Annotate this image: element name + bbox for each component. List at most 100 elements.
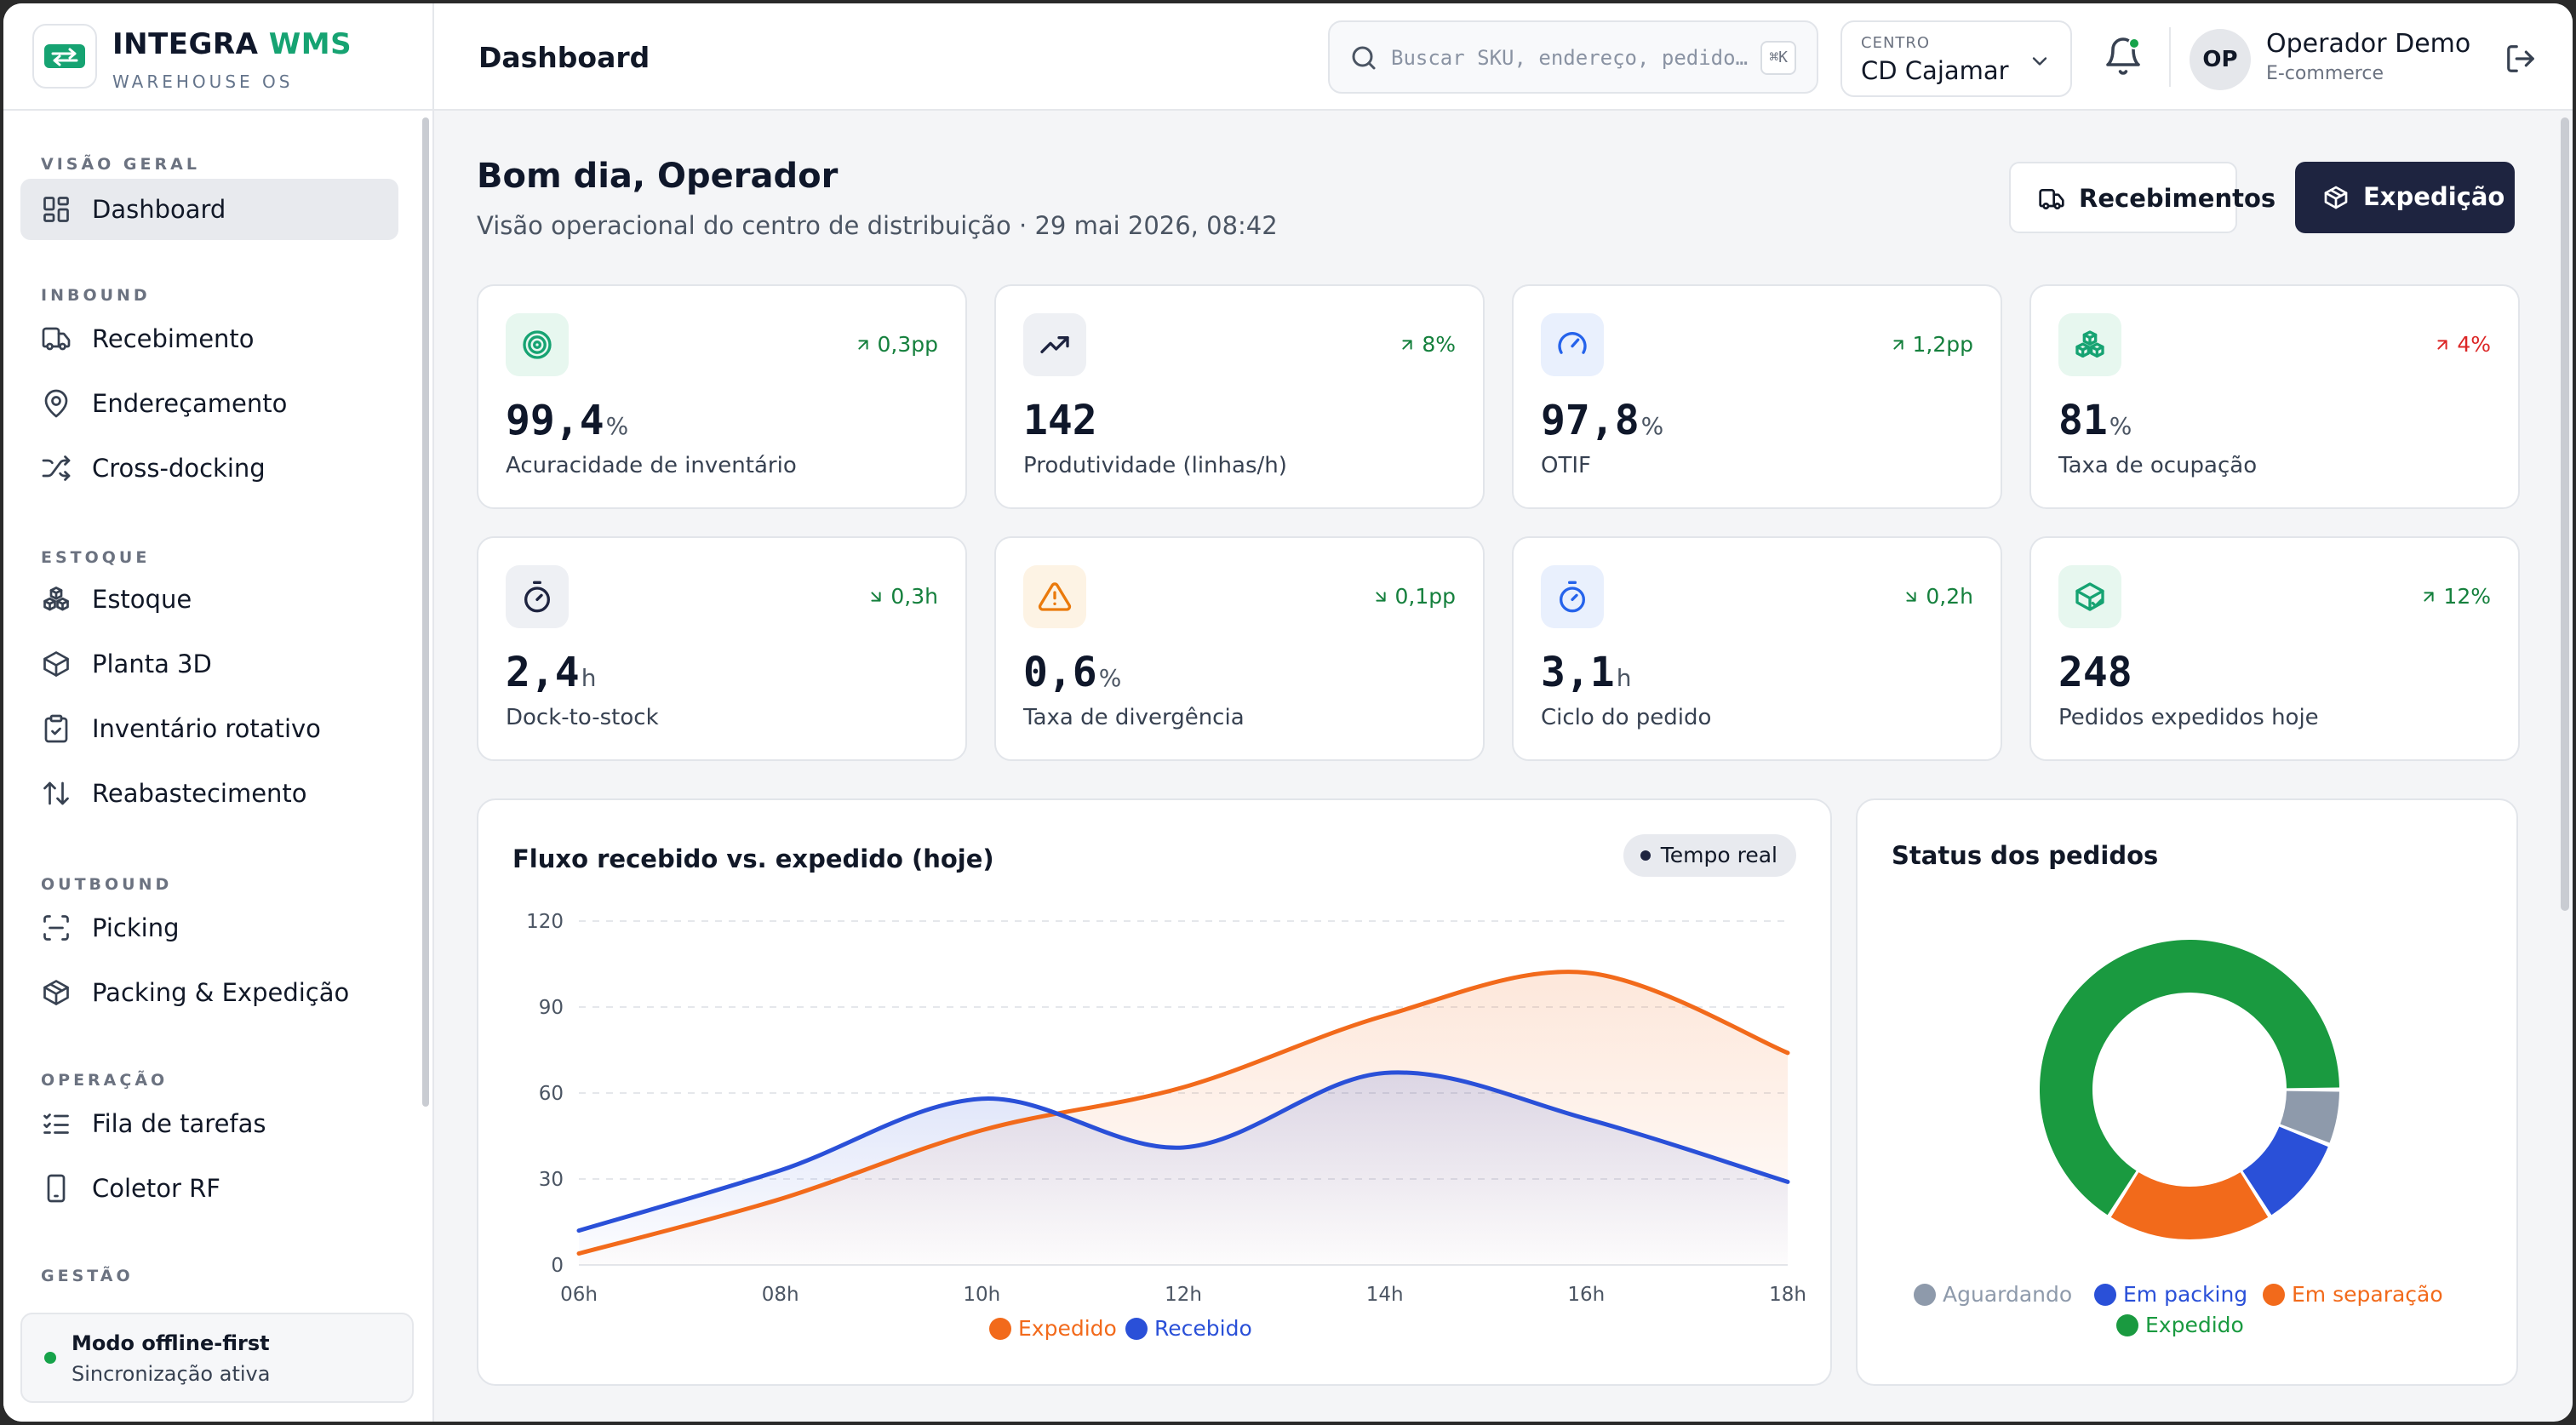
list-checks-icon [41,1108,72,1139]
avatar[interactable]: OP [2190,29,2251,90]
kpi-trend: 8% [1398,332,1456,359]
kpi-card[interactable]: 4% 81% Taxa de ocupação [2029,284,2520,509]
sidebar-item-dashboard[interactable]: Dashboard [20,179,398,240]
header-divider [2169,27,2171,87]
legend-swatch [2263,1283,2285,1306]
donut-slice-aguardando[interactable] [2280,1090,2339,1143]
kpi-card[interactable]: 0,3pp 99,4% Acuracidade de inventário [477,284,967,509]
donut-slice-em-packing[interactable] [2242,1126,2328,1216]
x-tick-label: 18h [1769,1284,1806,1306]
truck-icon [2039,189,2064,209]
sidebar-item-coletor-rf[interactable]: Coletor RF [20,1158,398,1219]
legend-item-expedido[interactable]: Expedido [2116,1313,2244,1337]
y-tick-label: 0 [551,1255,564,1277]
smartphone-icon [41,1173,72,1204]
target-icon [506,313,569,376]
flow-chart: 0 30 60 90 120 06h 08h 10h 12h 14h 16h 18h [526,911,1806,1306]
sidebar-item-cross-docking[interactable]: Cross-docking [20,438,398,499]
bell-icon[interactable] [2103,36,2144,77]
trending-up-icon [1023,313,1086,376]
scan-icon [41,913,72,943]
kpi-trend-value: 0,3pp [877,332,939,357]
legend-item-recebido[interactable]: Recebido [1125,1316,1252,1341]
logout-icon[interactable] [2504,43,2537,75]
kpi-value: 0,6% [1023,649,1121,696]
expedicao-label: Expedição [2363,182,2505,211]
legend-label: Aguardando [1943,1282,2073,1307]
kpi-card[interactable]: 0,2h 3,1h Ciclo do pedido [1512,536,2002,761]
sidebar-item-packing-expedi-o[interactable]: Packing & Expedição [20,962,398,1023]
page-title: Dashboard [478,41,650,74]
sidebar-item-endere-amento[interactable]: Endereçamento [20,373,398,434]
gauge-icon [1541,313,1604,376]
app-window: INTEGRA WMS WAREHOUSE OS VISÃO GERAL Dash… [3,3,2573,1422]
centro-value: CD Cajamar [1861,56,2009,85]
nav-section-title: VISÃO GERAL [41,155,200,174]
legend-item-em-separa-o[interactable]: Em separação [2263,1282,2443,1307]
search-input[interactable]: Buscar SKU, endereço, pedido… ⌘K [1328,20,1818,94]
dashboard-icon [41,194,72,225]
realtime-badge[interactable]: Tempo real [1623,834,1796,877]
legend-swatch [1914,1283,1936,1306]
arrow-up-right-icon [2433,335,2452,359]
brand-name: INTEGRA WMS [112,27,352,61]
legend-swatch [2094,1283,2116,1306]
sidebar-item-recebimento[interactable]: Recebimento [20,308,398,369]
clipboard-check-icon [41,713,72,744]
package-check-icon [2058,565,2121,628]
kpi-card[interactable]: 0,1pp 0,6% Taxa de divergência [994,536,1485,761]
kpi-value: 97,8% [1541,397,1663,444]
legend-label: Expedido [1018,1316,1117,1341]
donut-slice-em-separa-o[interactable] [2110,1172,2269,1239]
logo-icon[interactable] [32,24,97,89]
offline-title: Modo offline-first [72,1331,270,1355]
sidebar-item-fila-de-tarefas[interactable]: Fila de tarefas [20,1093,398,1154]
kpi-trend: 0,2h [1902,584,1973,611]
sidebar-item-label: Fila de tarefas [92,1109,266,1138]
kpi-trend: 0,1pp [1371,584,1456,611]
kpi-value: 2,4h [506,649,596,696]
kpi-number: 3,1 [1541,649,1615,696]
legend-label: Expedido [2145,1313,2244,1337]
truck-icon [41,323,72,354]
kpi-label: Acuracidade de inventário [506,453,797,478]
search-placeholder: Buscar SKU, endereço, pedido… [1391,46,1749,70]
kpi-card[interactable]: 0,3h 2,4h Dock-to-stock [477,536,967,761]
sidebar-item-label: Reabastecimento [92,779,307,808]
main-scrollbar[interactable] [2561,117,2569,911]
x-tick-label: 06h [560,1284,598,1306]
kpi-trend-value: 8% [1422,332,1456,357]
user-name[interactable]: Operador Demo [2266,29,2471,59]
nav-section-title: INBOUND [41,286,151,305]
cube-icon [41,649,72,679]
sidebar-item-picking[interactable]: Picking [20,897,398,959]
boxes-icon [41,584,72,615]
x-tick-label: 16h [1567,1284,1605,1306]
legend-label: Em packing [2123,1282,2248,1307]
sidebar-scrollbar[interactable] [422,117,429,1107]
kpi-card[interactable]: 1,2pp 97,8% OTIF [1512,284,2002,509]
recebimentos-button[interactable]: Recebimentos [2009,162,2275,233]
kpi-label: Ciclo do pedido [1541,705,1712,730]
sidebar-item-label: Endereçamento [92,389,288,418]
sidebar-item-reabastecimento[interactable]: Reabastecimento [20,763,398,824]
kpi-card[interactable]: 12% 248 Pedidos expedidos hoje [2029,536,2520,761]
sidebar: INTEGRA WMS WAREHOUSE OS VISÃO GERAL Dash… [3,3,434,1422]
realtime-dot [1640,850,1651,861]
sidebar-item-estoque[interactable]: Estoque [20,569,398,630]
kpi-unit: % [605,412,629,440]
expedicao-button[interactable]: Expedição [2295,162,2515,233]
sidebar-item-invent-rio-rotativo[interactable]: Inventário rotativo [20,698,398,759]
arrow-down-right-icon [1902,587,1921,611]
sidebar-item-planta-3d[interactable]: Planta 3D [20,633,398,695]
arrow-up-right-icon [1889,335,1908,359]
status-donut-chart [2040,940,2339,1239]
donut-slice-expedido[interactable] [2040,940,2339,1216]
legend-item-em-packing[interactable]: Em packing [2094,1282,2247,1307]
legend-item-aguardando[interactable]: Aguardando [1914,1282,2072,1307]
centro-select[interactable]: CENTRO CD Cajamar [1840,20,2072,97]
kpi-card[interactable]: 8% 142 Produtividade (linhas/h) [994,284,1485,509]
shuffle-icon [41,453,72,484]
boxes-icon [2058,313,2121,376]
legend-item-expedido[interactable]: Expedido [989,1316,1117,1341]
